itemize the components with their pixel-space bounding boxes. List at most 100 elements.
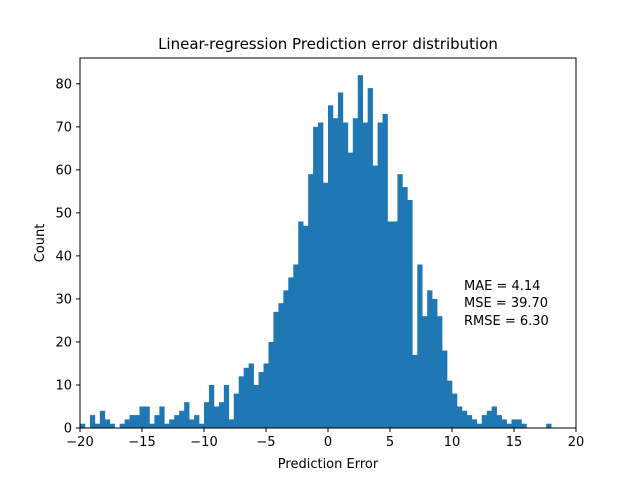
histogram-bar	[159, 406, 165, 428]
histogram-bar	[283, 290, 289, 428]
y-tick-label: 50	[55, 206, 72, 221]
histogram-bar	[293, 264, 299, 428]
y-tick-label: 40	[55, 249, 72, 264]
x-tick-label: 5	[386, 435, 394, 450]
histogram-bar	[367, 88, 373, 429]
histogram-bar	[303, 225, 309, 428]
histogram-bar	[134, 415, 140, 428]
histogram-bar	[288, 277, 294, 428]
histogram-bar	[124, 419, 130, 428]
histogram-bar	[318, 122, 324, 428]
histogram-bar	[471, 419, 478, 428]
x-tick-label: −5	[256, 435, 275, 450]
histogram-bar	[199, 423, 205, 428]
histogram-bar	[263, 363, 269, 428]
histogram-bar	[392, 221, 398, 428]
histogram-bar	[481, 415, 488, 428]
histogram-bar	[104, 419, 111, 428]
histogram-bar	[442, 350, 448, 428]
histogram-bar	[511, 419, 517, 428]
histogram-bar	[99, 410, 106, 428]
histogram-bar	[402, 187, 408, 428]
histogram-bar	[308, 174, 314, 428]
y-tick-label: 70	[55, 120, 72, 135]
histogram-bar	[208, 384, 215, 428]
histogram-bar	[313, 126, 319, 428]
x-ticks: −20 −15 −10 −5 0 5 10 15 20	[66, 428, 584, 450]
histogram-bar	[476, 423, 483, 428]
histogram-bar	[194, 415, 200, 428]
histogram-bar	[253, 384, 259, 428]
histogram-bar	[452, 393, 458, 428]
histogram-bar	[189, 419, 195, 428]
x-tick-label: 15	[506, 435, 523, 450]
histogram-bar	[323, 182, 329, 428]
histogram-bar	[204, 402, 210, 428]
histogram-bar	[169, 419, 175, 428]
histogram-bar	[129, 415, 135, 428]
x-tick-label: −15	[128, 435, 155, 450]
histogram-bar	[184, 402, 190, 428]
histogram-bar	[144, 406, 150, 428]
histogram-bar	[372, 165, 378, 428]
metrics-annotation: MAE = 4.14 MSE = 39.70 RMSE = 6.30	[464, 279, 549, 329]
histogram-bar	[139, 406, 145, 428]
histogram-bar	[501, 419, 507, 428]
histogram-bar	[397, 174, 403, 428]
histogram-bar	[268, 341, 274, 428]
histogram-bar	[149, 423, 155, 428]
histogram-bar	[258, 372, 264, 428]
histogram-bar	[332, 118, 339, 429]
y-tick-label: 80	[55, 77, 72, 92]
histogram-bar	[233, 393, 240, 428]
y-tick-label: 30	[55, 292, 72, 307]
x-tick-label: 0	[324, 435, 332, 450]
histogram-bar	[213, 406, 220, 428]
histogram-bar	[164, 423, 170, 428]
histogram-bar	[437, 316, 443, 428]
chart-title: Linear-regression Prediction error distr…	[158, 35, 498, 53]
histogram-bar	[179, 410, 185, 428]
histogram-bar	[521, 423, 527, 428]
histogram-bar	[154, 415, 160, 428]
histogram-bar	[119, 423, 125, 428]
bars-group	[80, 75, 552, 429]
y-ticks: 0 10 20 30 40 50 60 70 80	[55, 77, 80, 437]
histogram-bar	[238, 376, 244, 428]
histogram-bar	[223, 384, 230, 428]
x-tick-label: −20	[66, 435, 93, 450]
histogram-bar	[243, 367, 249, 428]
x-tick-label: −10	[190, 435, 217, 450]
x-tick-label: 20	[568, 435, 585, 450]
histogram-bar	[337, 92, 344, 428]
histogram-bar	[422, 316, 428, 428]
histogram-bar	[412, 354, 418, 428]
y-tick-label: 0	[64, 422, 72, 437]
histogram-bar	[456, 406, 463, 428]
histogram-bar	[218, 402, 225, 428]
x-axis-label: Prediction Error	[278, 457, 379, 472]
histogram-bar	[347, 152, 354, 428]
histogram-bar	[352, 118, 359, 429]
histogram-bar	[417, 264, 423, 428]
y-tick-label: 60	[55, 163, 72, 178]
histogram-bar	[278, 303, 284, 428]
histogram-bar	[109, 423, 116, 428]
histogram-bar	[466, 415, 473, 428]
histogram-bar	[273, 311, 279, 428]
histogram-bar	[461, 410, 468, 428]
histogram-bar	[486, 410, 492, 428]
histogram-bar	[362, 122, 368, 428]
histogram-bar	[387, 221, 393, 428]
histogram-bar	[377, 122, 383, 428]
x-tick-label: 10	[444, 435, 461, 450]
annotation-mae: MAE = 4.14	[464, 279, 540, 294]
y-tick-label: 20	[55, 335, 72, 350]
histogram-bar	[382, 113, 388, 428]
histogram-bar	[432, 298, 438, 428]
histogram-bar	[546, 423, 552, 428]
histogram-bar	[94, 423, 101, 428]
histogram-bar	[298, 221, 304, 428]
histogram-bar	[357, 75, 364, 429]
